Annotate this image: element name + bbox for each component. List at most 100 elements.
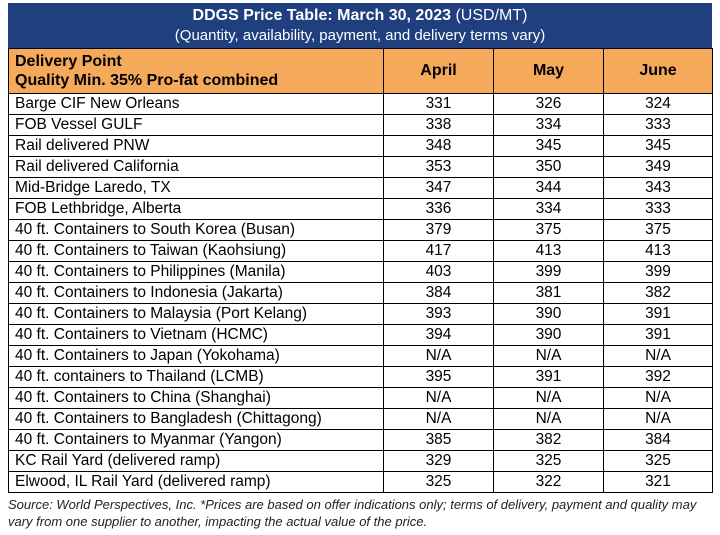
delivery-point-cell: Mid-Bridge Laredo, TX [8, 177, 384, 199]
table-row: 40 ft. Containers to South Korea (Busan)… [8, 219, 713, 241]
header-quality-label: Quality Min. 35% Pro-fat combined [15, 72, 279, 89]
april-price-cell: 379 [383, 219, 494, 241]
june-price-cell: 321 [603, 471, 713, 493]
table-row: Elwood, IL Rail Yard (delivered ramp) 325… [8, 471, 713, 493]
header-may: May [493, 48, 604, 94]
table-row: 40 ft. Containers to Bangladesh (Chittag… [8, 408, 713, 430]
delivery-point-cell: 40 ft. Containers to Japan (Yokohama) [8, 345, 384, 367]
june-price-cell: 391 [603, 324, 713, 346]
may-price-cell: 345 [493, 135, 604, 157]
table-row: KC Rail Yard (delivered ramp) 329 325 325 [8, 450, 713, 472]
table-row: Rail delivered PNW 348 345 345 [8, 135, 713, 157]
may-price-cell: 334 [493, 198, 604, 220]
april-price-cell: 338 [383, 114, 494, 136]
table-header-row: Delivery Point Quality Min. 35% Pro-fat … [8, 48, 713, 94]
june-price-cell: N/A [603, 345, 713, 367]
delivery-point-cell: Barge CIF New Orleans [8, 93, 384, 115]
april-price-cell: 329 [383, 450, 494, 472]
price-table: Delivery Point Quality Min. 35% Pro-fat … [8, 48, 713, 493]
source-note: Source: World Perspectives, Inc. *Prices… [8, 497, 697, 529]
june-price-cell: 333 [603, 114, 713, 136]
may-price-cell: 325 [493, 450, 604, 472]
delivery-point-cell: Rail delivered PNW [8, 135, 384, 157]
june-price-cell: N/A [603, 408, 713, 430]
june-price-cell: N/A [603, 387, 713, 409]
june-price-cell: 375 [603, 219, 713, 241]
table-title-unit: (USD/MT) [451, 7, 528, 24]
header-june: June [603, 48, 713, 94]
june-price-cell: 349 [603, 156, 713, 178]
may-price-cell: 413 [493, 240, 604, 262]
table-row: 40 ft. Containers to Philippines (Manila… [8, 261, 713, 283]
table-title-main: DDGS Price Table: March 30, 2023 [192, 7, 452, 24]
delivery-point-cell: 40 ft. Containers to China (Shanghai) [8, 387, 384, 409]
may-price-cell: 375 [493, 219, 604, 241]
header-delivery-point: Delivery Point Quality Min. 35% Pro-fat … [8, 48, 384, 94]
june-price-cell: 384 [603, 429, 713, 451]
april-price-cell: 394 [383, 324, 494, 346]
delivery-point-cell: 40 ft. Containers to Myanmar (Yangon) [8, 429, 384, 451]
table-title-bar: DDGS Price Table: March 30, 2023 (USD/MT… [8, 3, 712, 48]
delivery-point-cell: 40 ft. Containers to Taiwan (Kaohsiung) [8, 240, 384, 262]
table-row: 40 ft. Containers to Vietnam (HCMC) 394 39… [8, 324, 713, 346]
price-table-container: DDGS Price Table: March 30, 2023 (USD/MT… [8, 3, 713, 493]
may-price-cell: 390 [493, 324, 604, 346]
delivery-point-cell: 40 ft. Containers to Indonesia (Jakarta) [8, 282, 384, 304]
april-price-cell: N/A [383, 408, 494, 430]
table-body: Barge CIF New Orleans 331 326 324 FOB Vessel… [8, 93, 713, 493]
delivery-point-cell: 40 ft. containers to Thailand (LCMB) [8, 366, 384, 388]
april-price-cell: 347 [383, 177, 494, 199]
header-april: April [383, 48, 494, 94]
delivery-point-cell: Elwood, IL Rail Yard (delivered ramp) [8, 471, 384, 493]
april-price-cell: 393 [383, 303, 494, 325]
june-price-cell: 324 [603, 93, 713, 115]
june-price-cell: 399 [603, 261, 713, 283]
delivery-point-cell: 40 ft. Containers to Malaysia (Port Kela… [8, 303, 384, 325]
table-row: 40 ft. Containers to China (Shanghai) N/A… [8, 387, 713, 409]
june-price-cell: 343 [603, 177, 713, 199]
april-price-cell: 353 [383, 156, 494, 178]
delivery-point-cell: FOB Vessel GULF [8, 114, 384, 136]
delivery-point-cell: 40 ft. Containers to Vietnam (HCMC) [8, 324, 384, 346]
may-price-cell: 344 [493, 177, 604, 199]
table-row: 40 ft. Containers to Taiwan (Kaohsiung) 4… [8, 240, 713, 262]
june-price-cell: 333 [603, 198, 713, 220]
delivery-point-cell: Rail delivered California [8, 156, 384, 178]
may-price-cell: N/A [493, 408, 604, 430]
may-price-cell: 381 [493, 282, 604, 304]
table-subtitle: (Quantity, availability, payment, and de… [174, 27, 546, 44]
delivery-point-cell: 40 ft. Containers to Bangladesh (Chittag… [8, 408, 384, 430]
table-title: DDGS Price Table: March 30, 2023 (USD/MT… [9, 4, 711, 26]
delivery-point-cell: FOB Lethbridge, Alberta [8, 198, 384, 220]
table-row: Barge CIF New Orleans 331 326 324 [8, 93, 713, 115]
table-row: 40 ft. Containers to Myanmar (Yangon) 385… [8, 429, 713, 451]
april-price-cell: 348 [383, 135, 494, 157]
may-price-cell: 350 [493, 156, 604, 178]
table-row: FOB Vessel GULF 338 334 333 [8, 114, 713, 136]
table-row: 40 ft. Containers to Japan (Yokohama) N/A… [8, 345, 713, 367]
may-price-cell: 382 [493, 429, 604, 451]
april-price-cell: 403 [383, 261, 494, 283]
june-price-cell: 413 [603, 240, 713, 262]
table-row: Mid-Bridge Laredo, TX 347 344 343 [8, 177, 713, 199]
table-row: FOB Lethbridge, Alberta 336 334 333 [8, 198, 713, 220]
june-price-cell: 391 [603, 303, 713, 325]
april-price-cell: N/A [383, 345, 494, 367]
delivery-point-cell: 40 ft. Containers to South Korea (Busan) [8, 219, 384, 241]
april-price-cell: 395 [383, 366, 494, 388]
april-price-cell: 331 [383, 93, 494, 115]
june-price-cell: 325 [603, 450, 713, 472]
june-price-cell: 382 [603, 282, 713, 304]
table-row: 40 ft. Containers to Malaysia (Port Kela… [8, 303, 713, 325]
june-price-cell: 345 [603, 135, 713, 157]
may-price-cell: 399 [493, 261, 604, 283]
may-price-cell: 322 [493, 471, 604, 493]
april-price-cell: 384 [383, 282, 494, 304]
april-price-cell: 385 [383, 429, 494, 451]
table-row: 40 ft. Containers to Indonesia (Jakarta)… [8, 282, 713, 304]
may-price-cell: 391 [493, 366, 604, 388]
april-price-cell: 417 [383, 240, 494, 262]
may-price-cell: 326 [493, 93, 604, 115]
may-price-cell: N/A [493, 345, 604, 367]
june-price-cell: 392 [603, 366, 713, 388]
